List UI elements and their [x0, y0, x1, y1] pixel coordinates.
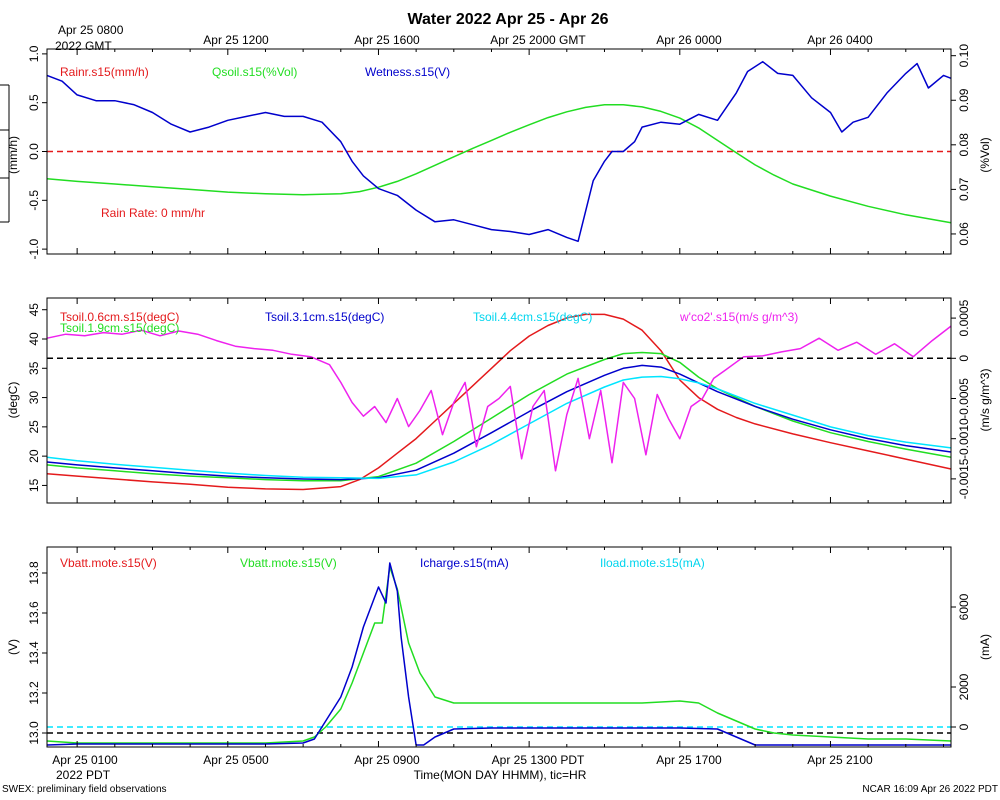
- x-axis-label: Time(MON DAY HHMM), tic=HR: [414, 768, 587, 782]
- legend-entry: w'co2'.s15(m/s g/m^3): [679, 310, 798, 324]
- gmt-tick-label: Apr 26 0400: [807, 33, 873, 47]
- y-tick-label-right: 0: [957, 723, 971, 730]
- y-tick-label-right: 0.09: [957, 88, 971, 112]
- legend-entry: Tsoil.3.1cm.s15(degC): [265, 310, 384, 324]
- y-axis-label-left: (mm/h): [6, 136, 20, 174]
- y-tick-label-left: 13.4: [27, 641, 41, 665]
- y-tick-label-right: 2000: [957, 673, 971, 700]
- y-tick-label-left: 15: [27, 478, 41, 492]
- chart-title: Water 2022 Apr 25 - Apr 26: [408, 11, 609, 28]
- gmt-tick-label: Apr 25 1200: [203, 33, 269, 47]
- rain-rate-annotation: Rain Rate: 0 mm/hr: [101, 206, 205, 220]
- panel-soil-temperature: 15 20 25 30 35 40 45 -0.0015-0.0010-0.0005 0 0.00…: [6, 297, 992, 504]
- y-tick-label-left: -1.0: [27, 238, 41, 259]
- legend-entry: Tsoil.0.6cm.s15(degC): [60, 310, 179, 324]
- gmt-first-label-sub: 2022 GMT: [55, 39, 112, 53]
- panel-frame: [46, 546, 952, 748]
- y-tick-label-left: 35: [27, 361, 41, 375]
- series-line-vbatt-mote-s15-v-green-: [46, 566, 952, 744]
- y-tick-label-left: 0.0: [27, 143, 41, 160]
- gmt-tick-label: Apr 26 0000: [656, 33, 722, 47]
- series-line-tsoil-0-6cm-s15-degc-: [46, 313, 952, 491]
- panel-water: -1.0 -0.5 0.0 0.5 1.0 0.06 0.07 0.08 0.09 0.10 (m…: [6, 44, 992, 260]
- legend-entry: Vbatt.mote.s15(V): [240, 556, 337, 570]
- y-axis-label-right: (%Vol): [978, 137, 992, 172]
- y-tick-label-right: 0.10: [957, 44, 971, 68]
- pdt-sub-label: 2022 PDT: [56, 768, 111, 782]
- y-tick-label-right: 0.0005: [957, 299, 971, 336]
- y-tick-label-right: 0.06: [957, 222, 971, 246]
- y-axis-label-right: (m/s g/m^3): [978, 369, 992, 432]
- y-tick-label-right: 0: [957, 355, 971, 362]
- series-line-wetness-s15-v-: [46, 60, 952, 243]
- legend-entry: Icharge.s15(mA): [420, 556, 509, 570]
- y-tick-label-left: 25: [27, 420, 41, 434]
- y-tick-label-left: 1.0: [27, 45, 41, 62]
- panel-frame: [46, 297, 952, 504]
- pdt-tick-label: Apr 25 1700: [656, 753, 722, 767]
- y-tick-label-right: 6000: [957, 593, 971, 620]
- y-axis-label-left: (degC): [6, 382, 20, 419]
- legend-entry: Tsoil.4.4cm.s15(degC): [473, 310, 592, 324]
- footer-timestamp: NCAR 16:09 Apr 26 2022 PDT: [862, 784, 998, 795]
- pdt-tick-label: Apr 25 0900: [354, 753, 420, 767]
- y-tick-label-left: 13.6: [27, 601, 41, 625]
- y-tick-label-right: -0.0010: [957, 418, 971, 459]
- y-tick-label-left: 13.8: [27, 561, 41, 585]
- gmt-tick-label: Apr 25 1600: [354, 33, 420, 47]
- gmt-first-label: Apr 25 0800: [58, 23, 124, 37]
- series-line-w-co2-s15-m-s-g-m-3-: [46, 325, 952, 472]
- y-tick-label-left: 20: [27, 449, 41, 463]
- legend-entry: Qsoil.s15(%Vol): [212, 65, 297, 79]
- legend-entry: Tsoil.1.9cm.s15(degC): [60, 321, 179, 335]
- y-tick-label-left: 40: [27, 332, 41, 346]
- y-tick-label-left: 13.2: [27, 681, 41, 705]
- gmt-tick-label: Apr 25 2000 GMT: [490, 33, 586, 47]
- legend-box-fragment: [0, 84, 10, 223]
- y-tick-label-left: -0.5: [27, 190, 41, 211]
- gmt-time-axis: Apr 25 0800 2022 GMT Apr 25 1200 Apr 25 …: [55, 23, 873, 53]
- y-tick-label-right: 0.08: [957, 133, 971, 157]
- legend-entry: Vbatt.mote.s15(V): [60, 556, 157, 570]
- series-line-tsoil-1-9cm-s15-degc-: [46, 351, 952, 482]
- legend-entry: Iload.mote.s15(mA): [600, 556, 705, 570]
- y-tick-label-right: -0.0005: [957, 378, 971, 419]
- pdt-tick-label: Apr 25 0500: [203, 753, 269, 767]
- legend-entry: Rainr.s15(mm/h): [60, 65, 149, 79]
- footer-note: SWEX: preliminary field observations: [2, 784, 167, 795]
- series-line-icharge-s15-ma-: [46, 562, 951, 746]
- pdt-tick-label: Apr 25 2100: [807, 753, 873, 767]
- y-tick-label-right: 0.07: [957, 177, 971, 201]
- panel-power: 13.0 13.2 13.4 13.6 13.8 0 2000 6000 (V) (mA) V…: [6, 546, 992, 748]
- y-tick-label-left: 13.0: [27, 721, 41, 745]
- y-axis-label-right: (mA): [978, 634, 992, 660]
- y-tick-label-right: -0.0015: [957, 458, 971, 499]
- pdt-tick-label: Apr 25 1300 PDT: [492, 753, 585, 767]
- series-line-qsoil-s15-vol-: [46, 103, 952, 224]
- series-line-tsoil-3-1cm-s15-degc-: [46, 364, 952, 481]
- pdt-tick-label: Apr 25 0100: [52, 753, 118, 767]
- pdt-time-axis: Apr 25 0100 Apr 25 0500 Apr 25 0900 Apr …: [52, 753, 873, 782]
- legend-entry: Wetness.s15(V): [365, 65, 450, 79]
- y-tick-label-left: 30: [27, 391, 41, 405]
- y-tick-label-left: 0.5: [27, 94, 41, 111]
- y-tick-label-left: 45: [27, 303, 41, 317]
- y-axis-label-left: (V): [6, 639, 20, 655]
